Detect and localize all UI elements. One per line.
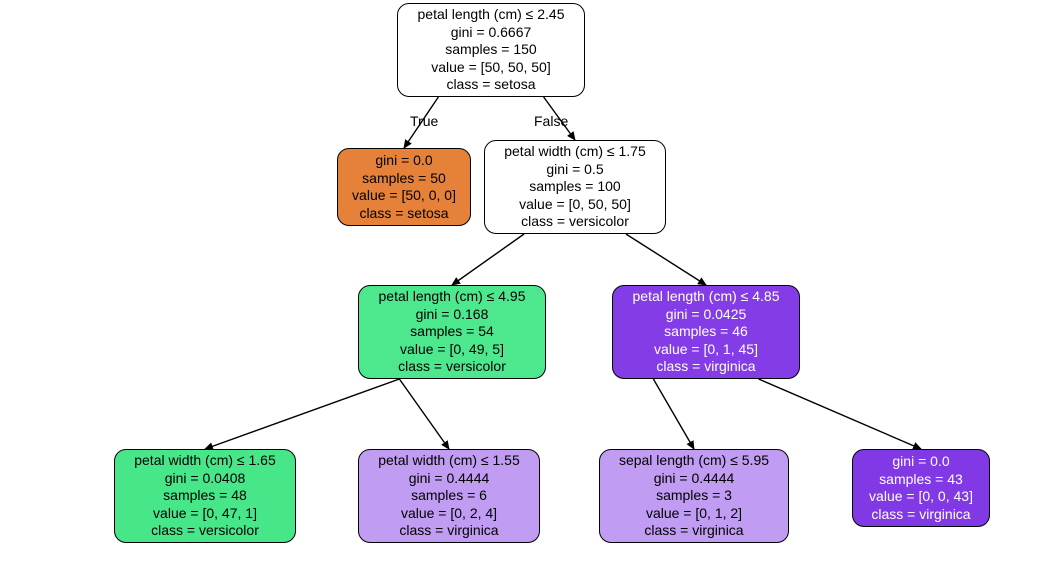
- node-line: samples = 48: [123, 487, 287, 505]
- node-line: samples = 46: [621, 323, 791, 341]
- tree-canvas: petal length (cm) ≤ 2.45gini = 0.6667sam…: [0, 0, 1060, 561]
- node-line: value = [50, 50, 50]: [406, 59, 576, 77]
- tree-node-n_rr: petal length (cm) ≤ 4.85gini = 0.0425sam…: [612, 285, 800, 379]
- edge-n_right-n_rl: [452, 234, 524, 285]
- node-line: samples = 3: [608, 487, 780, 505]
- node-line: samples = 43: [861, 471, 981, 489]
- node-line: class = versicolor: [493, 213, 657, 231]
- tree-node-n_rll: petal width (cm) ≤ 1.65gini = 0.0408samp…: [114, 449, 296, 543]
- node-line: petal width (cm) ≤ 1.55: [367, 452, 531, 470]
- node-line: class = virginica: [861, 506, 981, 524]
- node-line: gini = 0.0: [861, 453, 981, 471]
- node-line: value = [0, 47, 1]: [123, 505, 287, 523]
- node-line: class = setosa: [346, 205, 462, 223]
- edge-n_rl-n_rlr: [399, 379, 449, 449]
- node-line: samples = 150: [406, 41, 576, 59]
- edge-n_rr-n_rrr: [759, 379, 921, 449]
- node-line: samples = 100: [493, 178, 657, 196]
- tree-node-n_rlr: petal width (cm) ≤ 1.55gini = 0.4444samp…: [358, 449, 540, 543]
- node-line: gini = 0.0425: [621, 306, 791, 324]
- node-line: gini = 0.0408: [123, 470, 287, 488]
- node-line: petal width (cm) ≤ 1.65: [123, 452, 287, 470]
- edge-label-false: False: [534, 113, 568, 129]
- edge-label-true: True: [410, 113, 438, 129]
- node-line: class = versicolor: [367, 358, 537, 376]
- node-line: samples = 54: [367, 323, 537, 341]
- node-line: gini = 0.6667: [406, 24, 576, 42]
- node-line: gini = 0.0: [346, 152, 462, 170]
- edge-n_rr-n_rrl: [653, 379, 694, 449]
- node-line: value = [0, 49, 5]: [367, 341, 537, 359]
- node-line: sepal length (cm) ≤ 5.95: [608, 452, 780, 470]
- tree-node-root: petal length (cm) ≤ 2.45gini = 0.6667sam…: [397, 3, 585, 97]
- tree-node-n_rrr: gini = 0.0samples = 43value = [0, 0, 43]…: [852, 449, 990, 527]
- node-line: value = [0, 0, 43]: [861, 488, 981, 506]
- tree-node-n_rrl: sepal length (cm) ≤ 5.95gini = 0.4444sam…: [599, 449, 789, 543]
- node-line: samples = 6: [367, 487, 531, 505]
- node-line: class = virginica: [608, 522, 780, 540]
- node-line: gini = 0.4444: [367, 470, 531, 488]
- node-line: gini = 0.4444: [608, 470, 780, 488]
- edge-n_rl-n_rll: [205, 379, 399, 449]
- node-line: value = [0, 50, 50]: [493, 196, 657, 214]
- node-line: class = virginica: [621, 358, 791, 376]
- tree-node-n_right: petal width (cm) ≤ 1.75gini = 0.5samples…: [484, 140, 666, 234]
- node-line: petal length (cm) ≤ 4.85: [621, 288, 791, 306]
- node-line: samples = 50: [346, 170, 462, 188]
- node-line: value = [0, 1, 2]: [608, 505, 780, 523]
- edge-n_right-n_rr: [626, 234, 706, 285]
- node-line: value = [0, 2, 4]: [367, 505, 531, 523]
- node-line: gini = 0.5: [493, 161, 657, 179]
- node-line: petal width (cm) ≤ 1.75: [493, 143, 657, 161]
- node-line: class = versicolor: [123, 522, 287, 540]
- node-line: value = [0, 1, 45]: [621, 341, 791, 359]
- node-line: class = setosa: [406, 76, 576, 94]
- node-line: class = virginica: [367, 522, 531, 540]
- node-line: gini = 0.168: [367, 306, 537, 324]
- node-line: petal length (cm) ≤ 4.95: [367, 288, 537, 306]
- node-line: value = [50, 0, 0]: [346, 187, 462, 205]
- tree-node-n_rl: petal length (cm) ≤ 4.95gini = 0.168samp…: [358, 285, 546, 379]
- tree-node-n_left_leaf: gini = 0.0samples = 50value = [50, 0, 0]…: [337, 148, 471, 226]
- node-line: petal length (cm) ≤ 2.45: [406, 6, 576, 24]
